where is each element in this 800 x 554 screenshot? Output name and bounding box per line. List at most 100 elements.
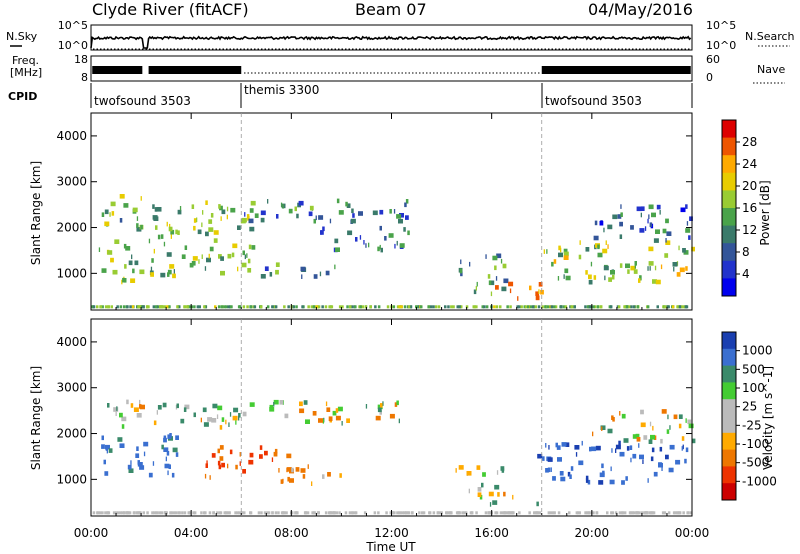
heatmap-cell	[171, 234, 172, 239]
heatmap-cell	[667, 415, 668, 420]
heatmap-cell	[176, 452, 179, 457]
heatmap-cell	[667, 429, 670, 434]
heatmap-cell	[275, 449, 278, 454]
heatmap-cell	[336, 511, 339, 514]
heatmap-cell	[557, 457, 562, 462]
heatmap-cell	[198, 259, 199, 264]
heatmap-cell	[250, 453, 254, 458]
colorbar-tick-label: 25	[742, 400, 757, 414]
heatmap-cell	[227, 215, 228, 220]
heatmap-cell	[105, 210, 109, 215]
colorbar-step	[722, 366, 736, 383]
heatmap-cell	[547, 305, 550, 308]
heatmap-cell	[334, 239, 338, 244]
heatmap-cell	[172, 473, 175, 478]
heatmap-cell	[492, 256, 497, 261]
heatmap-cell	[281, 479, 284, 484]
heatmap-cell	[287, 467, 292, 472]
heatmap-cell	[267, 199, 268, 204]
heatmap-cell	[548, 511, 551, 514]
heatmap-cell	[489, 280, 492, 285]
heatmap-cell	[642, 459, 643, 464]
heatmap-cell	[660, 210, 661, 215]
heatmap-cell	[579, 255, 582, 260]
ytick-label: 1000	[56, 472, 87, 486]
heatmap-cell	[251, 201, 256, 206]
heatmap-cell	[460, 260, 461, 265]
heatmap-cell	[596, 511, 599, 514]
heatmap-cell	[649, 261, 654, 266]
heatmap-cell	[151, 258, 154, 263]
heatmap-cell	[326, 402, 327, 407]
heatmap-cell	[309, 212, 313, 217]
heatmap-cell	[311, 481, 312, 486]
heatmap-cell	[660, 447, 663, 452]
colorbar-tick-label: -25	[742, 418, 762, 432]
heatmap-cell	[615, 448, 616, 453]
heatmap-cell	[177, 511, 180, 514]
heatmap-cell	[684, 459, 687, 464]
heatmap-cell	[233, 408, 238, 413]
heatmap-cell	[104, 460, 107, 465]
heatmap-cell	[158, 405, 162, 410]
heatmap-cell	[648, 214, 649, 219]
heatmap-cell	[154, 421, 157, 426]
heatmap-cell	[596, 446, 601, 451]
heatmap-cell	[119, 413, 123, 418]
heatmap-cell	[301, 468, 306, 473]
heatmap-cell	[184, 511, 187, 514]
heatmap-cell	[668, 511, 671, 514]
heatmap-cell	[113, 270, 118, 275]
heatmap-cell	[132, 269, 135, 274]
heatmap-cell	[109, 212, 110, 217]
heatmap-cell	[232, 253, 235, 258]
heatmap-cell	[149, 239, 150, 244]
heatmap-cell	[214, 238, 218, 243]
heatmap-cell	[164, 242, 165, 247]
colorbar-step	[722, 433, 736, 450]
heatmap-cell	[518, 511, 521, 514]
heatmap-cell	[538, 289, 539, 294]
heatmap-cell	[562, 442, 567, 447]
heatmap-cell	[291, 468, 294, 473]
xtick-label: 04:00	[174, 526, 209, 540]
heatmap-cell	[277, 511, 280, 514]
heatmap-cell	[594, 275, 597, 280]
heatmap-cell	[153, 305, 156, 308]
heatmap-cell	[552, 511, 555, 514]
heatmap-cell	[385, 511, 388, 514]
heatmap-cell	[248, 460, 253, 465]
heatmap-cell	[363, 240, 364, 245]
heatmap-cell	[638, 278, 641, 283]
heatmap-cell	[308, 464, 309, 469]
heatmap-cell	[396, 214, 401, 219]
heatmap-cell	[247, 214, 250, 219]
heatmap-cell	[242, 263, 247, 268]
heatmap-cell	[218, 305, 221, 308]
heatmap-cell	[611, 448, 612, 453]
heatmap-cell	[420, 305, 423, 308]
heatmap-cell	[109, 448, 113, 453]
heatmap-cell	[120, 443, 125, 448]
heatmap-cell	[652, 448, 655, 453]
colorbar-step	[722, 138, 736, 156]
heatmap-cell	[347, 231, 352, 236]
heatmap-cell	[625, 476, 628, 481]
heatmap-cell	[618, 441, 621, 446]
heatmap-cell	[682, 511, 685, 514]
heatmap-cell	[201, 223, 202, 228]
heatmap-cell	[551, 305, 554, 308]
colorbar-tick-label: 1000	[742, 344, 773, 358]
heatmap-cell	[586, 478, 589, 483]
heatmap-cell	[600, 221, 604, 226]
heatmap-cell	[120, 305, 123, 308]
heatmap-cell	[249, 227, 254, 232]
colorbar-tick-label: 4	[742, 267, 750, 281]
heatmap-cell	[227, 464, 228, 469]
heatmap-cell	[639, 455, 644, 460]
heatmap-cell	[211, 418, 216, 423]
heatmap-cell	[166, 457, 167, 462]
heatmap-cell	[246, 253, 247, 258]
heatmap-cell	[627, 269, 630, 274]
colorbar-step	[722, 349, 736, 366]
